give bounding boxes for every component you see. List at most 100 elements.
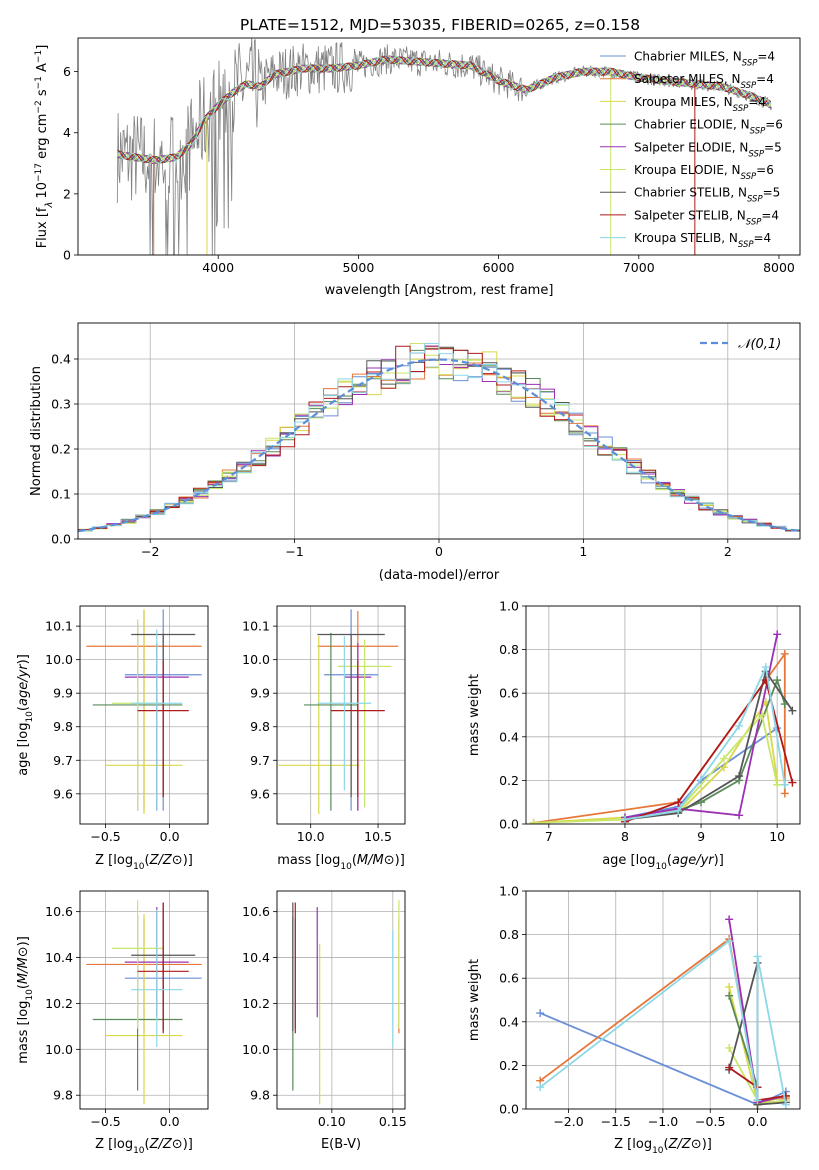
y-tick-label: 10.4 [242,950,270,965]
panel-age-vs-mass: 10.0 10.5 9.6 9.7 9.8 9.9 10.0 10.1 mass [log10(… [242,605,406,872]
mass-weight-line [533,713,779,824]
y-tick-label: 0.6 [499,971,519,986]
mass-weight-marker [536,1083,545,1092]
y-axis-label-part: −1 [34,50,44,63]
x-axis-label-part: Z [log [614,1137,652,1152]
mass-weight-marker [788,706,797,715]
legend-label-sub: SSP [748,149,764,159]
mass-weight-marker [529,818,538,824]
x-axis-label-part: )] [702,1137,712,1152]
legend-label-base: Chabrier ELODIE, N [634,118,750,132]
plot-area [526,606,800,824]
x-axis-label: Z [log10(Z/Z⊙)] [95,1137,193,1156]
legend-label-base: Kroupa STELIB, N [634,231,738,245]
y-tick-label: 0.8 [499,642,519,657]
x-axis-label-part: )] [183,1137,193,1152]
y-axis-label: mass weight [467,959,482,1041]
y-tick-label: 0.0 [499,817,519,832]
mass-weight-marker [780,780,789,789]
y-tick-label: 9.8 [53,1088,73,1103]
mass-weight-marker [757,711,766,719]
y-tick-label: 0.4 [499,729,519,744]
x-tick-label: −0.5 [90,829,120,844]
x-axis-label: Z [log10(Z/Z⊙)] [95,853,193,872]
axes-frame [77,322,801,540]
x-axis-label: mass [log10(M/M⊙)] [277,853,405,872]
mass-weight-marker [781,1100,790,1109]
y-tick-label: 1.0 [499,884,519,899]
legend-label-sub: SSP [741,81,757,91]
legend-label-tail: =6 [765,118,783,132]
x-tick-label: 8000 [763,260,795,275]
mass-weight-marker [725,915,734,924]
legend-label-tail: =4 [757,50,775,64]
y-tick-label: 9.7 [250,753,270,768]
mass-weight-marker [735,811,744,820]
legend-label-tail: =4 [761,208,779,222]
y-tick-label: 9.8 [250,719,270,734]
x-tick-label: 10 [769,829,785,844]
x-axis-label-part: 10 [652,1146,664,1156]
mass-weight-marker [719,763,728,772]
x-tick-label: −1 [285,544,303,559]
plot-area [526,891,800,1109]
y-axis-label-part: erg cm [35,114,50,163]
mass-weight-marker [725,982,734,991]
y-axis-label-part: 10 [25,711,35,723]
legend-label-sub: SSP [733,104,749,114]
mass-weight-marker [725,991,734,1000]
x-axis-label-part: 10 [655,862,667,872]
mass-weight-marker [773,630,782,639]
x-axis-label-part: 10 [133,862,145,872]
legend-label-sub: SSP [741,172,757,182]
x-tick-label: −0.5 [695,1114,725,1129]
legend-label: Kroupa MILES, NSSP=4 [634,95,766,114]
y-tick-label: 9.8 [53,719,73,734]
y-tick-label: 9.9 [53,686,73,701]
axes-frame [525,890,801,1110]
x-tick-label: 0.0 [748,1114,768,1129]
y-axis-label-part: age/yr [16,663,31,706]
legend-label-base: Salpeter ELODIE, N [634,140,748,154]
mass-weight-marker [753,1096,762,1105]
y-axis-label-part: ] [35,45,50,50]
x-axis-label-part: ( [145,853,150,868]
y-axis-label-part: )] [16,936,31,946]
mass-weight-marker [536,1009,545,1018]
legend-label: Chabrier MILES, NSSP=4 [634,50,775,69]
normal-reference-curve [78,358,800,533]
x-axis-label-part: 10 [340,862,352,872]
y-tick-label: 10.0 [45,652,73,667]
y-tick-label: 9.9 [250,686,270,701]
x-axis-label-part: ( [145,1137,150,1152]
mass-weight-marker [780,649,789,658]
x-axis-label-part: M/M⊙ [357,853,395,868]
mass-weight-marker [674,806,683,815]
mass-weight-marker [735,721,744,730]
x-axis-label-part: )] [714,853,724,868]
y-axis-label-part: −2 [34,100,44,113]
y-axis-label-part: 10 [25,989,35,1001]
x-tick-label: 6000 [483,260,515,275]
y-tick-label: 1.0 [499,599,519,614]
y-tick-label: 10.6 [242,904,270,919]
y-axis-label-part: Flux [f [35,207,50,248]
y-tick-label: 0.6 [499,686,519,701]
panel-mass-vs-Z: −0.5 0.09.810.010.210.410.6Z [log10(Z/Z⊙)… [16,890,209,1156]
legend-label: Salpeter MILES, NSSP=4 [634,72,774,91]
y-tick-label: 10.4 [45,950,73,965]
mass-weight-line [533,699,779,824]
y-tick-label: 0.0 [499,1102,519,1117]
y-tick-label: 9.6 [250,786,270,801]
x-tick-label: −2.0 [553,1114,583,1129]
y-tick-label: 10.2 [45,996,73,1011]
mass-weight-line [624,634,779,819]
y-axis-label-part: age [log [16,723,31,776]
legend-label: Salpeter ELODIE, NSSP=5 [634,140,782,159]
x-axis-label-part: )] [395,853,405,868]
mass-weight-marker [780,789,789,798]
y-axis-label-part: ( [16,706,31,711]
legend-label-tail: =5 [764,140,782,154]
plot-area [80,606,208,824]
y-tick-label: 10.2 [242,996,270,1011]
